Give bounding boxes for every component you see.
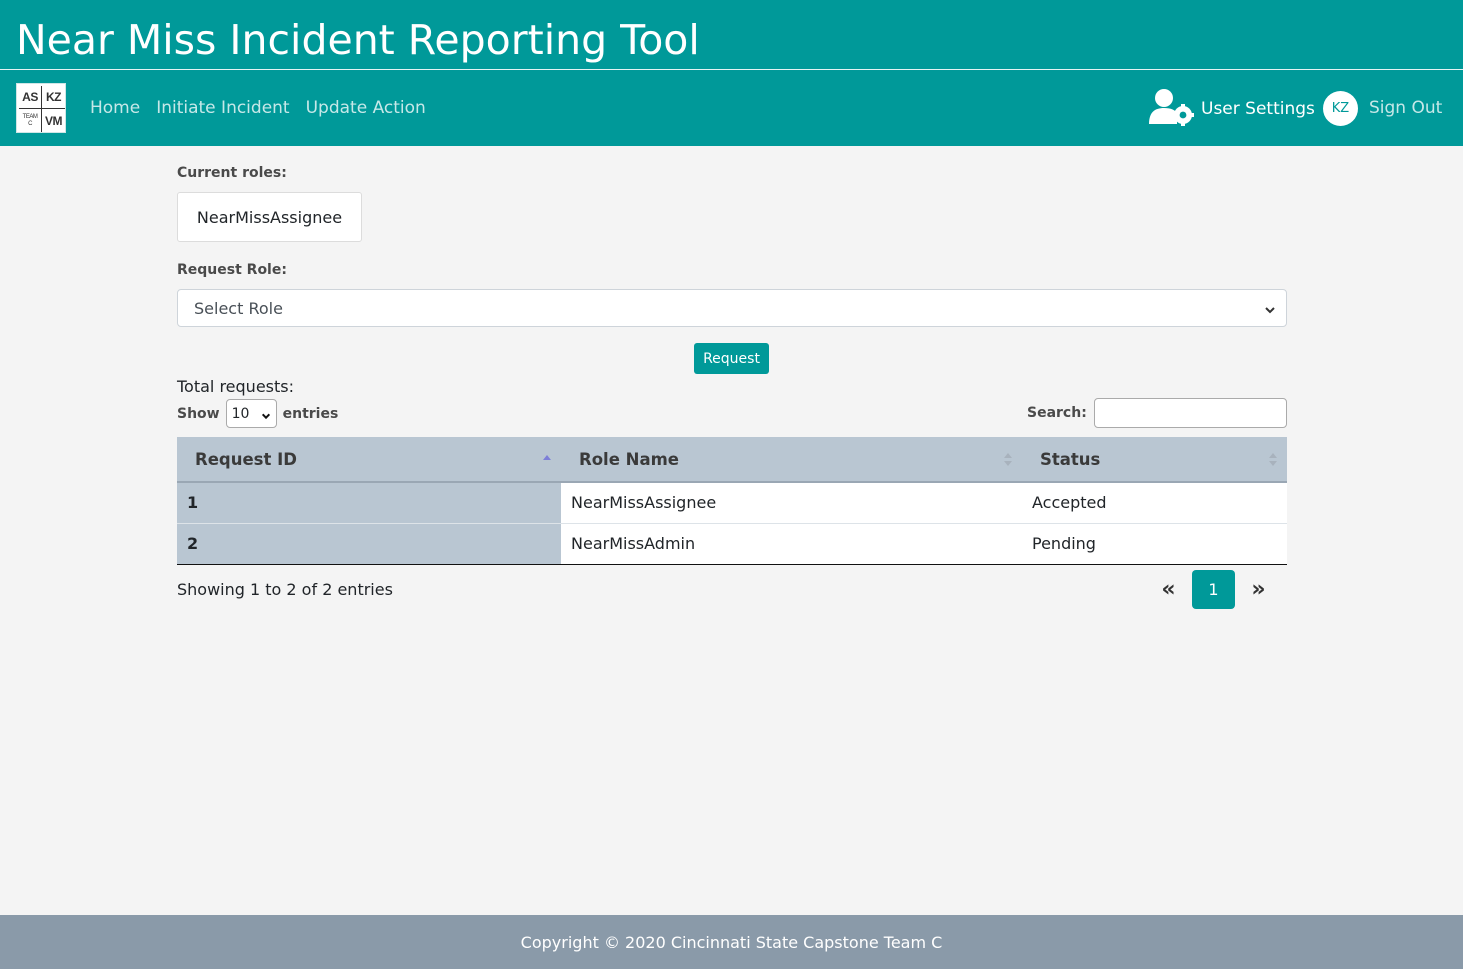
logo-cell-as: AS: [19, 86, 42, 109]
column-header-label: Status: [1040, 449, 1101, 469]
current-role-badge: NearMissAssignee: [177, 192, 362, 242]
logo-cell-vm: VM: [45, 113, 63, 128]
logo-cell-kz: KZ: [42, 86, 65, 109]
column-header-status[interactable]: Status: [1022, 437, 1287, 483]
cell-status: Accepted: [1022, 482, 1287, 524]
current-roles-label: Current roles:: [177, 165, 287, 181]
footer: Copyright © 2020 Cincinnati State Capsto…: [0, 915, 1463, 969]
show-label: Show: [177, 405, 220, 422]
column-header-label: Request ID: [195, 449, 297, 469]
cell-request-id: 2: [177, 523, 561, 565]
user-settings-link[interactable]: User Settings: [1149, 88, 1315, 130]
user-settings-icon: [1149, 88, 1195, 130]
nav-link-initiate-incident[interactable]: Initiate Incident: [156, 98, 290, 118]
chevron-down-icon: [261, 409, 271, 425]
cell-status: Pending: [1022, 523, 1287, 565]
table-header-row: Request ID Role Name Status: [177, 437, 1287, 483]
nav-link-home[interactable]: Home: [90, 98, 141, 118]
page-length-value: 10: [231, 405, 250, 422]
search-input[interactable]: [1094, 398, 1287, 428]
nav-links: Home Initiate Incident Update Action: [90, 97, 426, 119]
cell-role-name: NearMissAdmin: [561, 523, 1022, 565]
nav-link-update-action[interactable]: Update Action: [305, 98, 426, 118]
column-header-role-name[interactable]: Role Name: [561, 437, 1022, 483]
request-button[interactable]: Request: [694, 343, 769, 374]
search-label: Search:: [1027, 405, 1087, 421]
table-info: Showing 1 to 2 of 2 entries: [177, 580, 393, 599]
user-settings-label: User Settings: [1201, 99, 1315, 119]
column-header-request-id[interactable]: Request ID: [177, 437, 561, 483]
entries-label: entries: [282, 405, 339, 422]
table-row: 1 NearMissAssignee Accepted: [177, 482, 1287, 524]
pagination: « 1 »: [1148, 570, 1279, 609]
cell-request-id: 1: [177, 482, 561, 524]
page-button-current[interactable]: 1: [1192, 570, 1235, 609]
nav-bar: AS KZ TEAM C VM Home Initiate Incident U…: [0, 70, 1463, 146]
requests-table: Request ID Role Name Status 1 Near: [177, 437, 1287, 565]
copyright-text: Copyright © 2020 Cincinnati State Capsto…: [520, 932, 943, 952]
chevron-down-icon: [1264, 301, 1276, 320]
app-title: Near Miss Incident Reporting Tool: [16, 16, 700, 64]
column-header-label: Role Name: [579, 449, 679, 469]
request-role-label: Request Role:: [177, 262, 287, 278]
role-select-value: Select Role: [194, 298, 283, 318]
sort-icon: [1003, 452, 1013, 471]
logo-cell-team: TEAM C: [19, 109, 42, 132]
total-requests-label: Total requests:: [177, 377, 294, 396]
role-select[interactable]: Select Role: [177, 289, 1287, 327]
cell-role-name: NearMissAssignee: [561, 482, 1022, 524]
team-logo[interactable]: AS KZ TEAM C VM: [16, 83, 66, 133]
page-length-control: Show 10 entries: [177, 399, 338, 428]
previous-page-button[interactable]: «: [1161, 577, 1176, 602]
sort-icon: [1268, 452, 1278, 471]
sign-out-link[interactable]: Sign Out: [1369, 98, 1443, 118]
logo-team-letter: C: [28, 120, 32, 127]
table-row: 2 NearMissAdmin Pending: [177, 523, 1287, 565]
sort-ascending-icon: [542, 452, 552, 471]
title-bar: Near Miss Incident Reporting Tool: [0, 0, 1463, 70]
page-length-select[interactable]: 10: [225, 399, 277, 428]
next-page-button[interactable]: »: [1251, 577, 1266, 602]
logo-team-text: TEAM: [22, 113, 38, 120]
user-avatar[interactable]: KZ: [1323, 91, 1358, 126]
